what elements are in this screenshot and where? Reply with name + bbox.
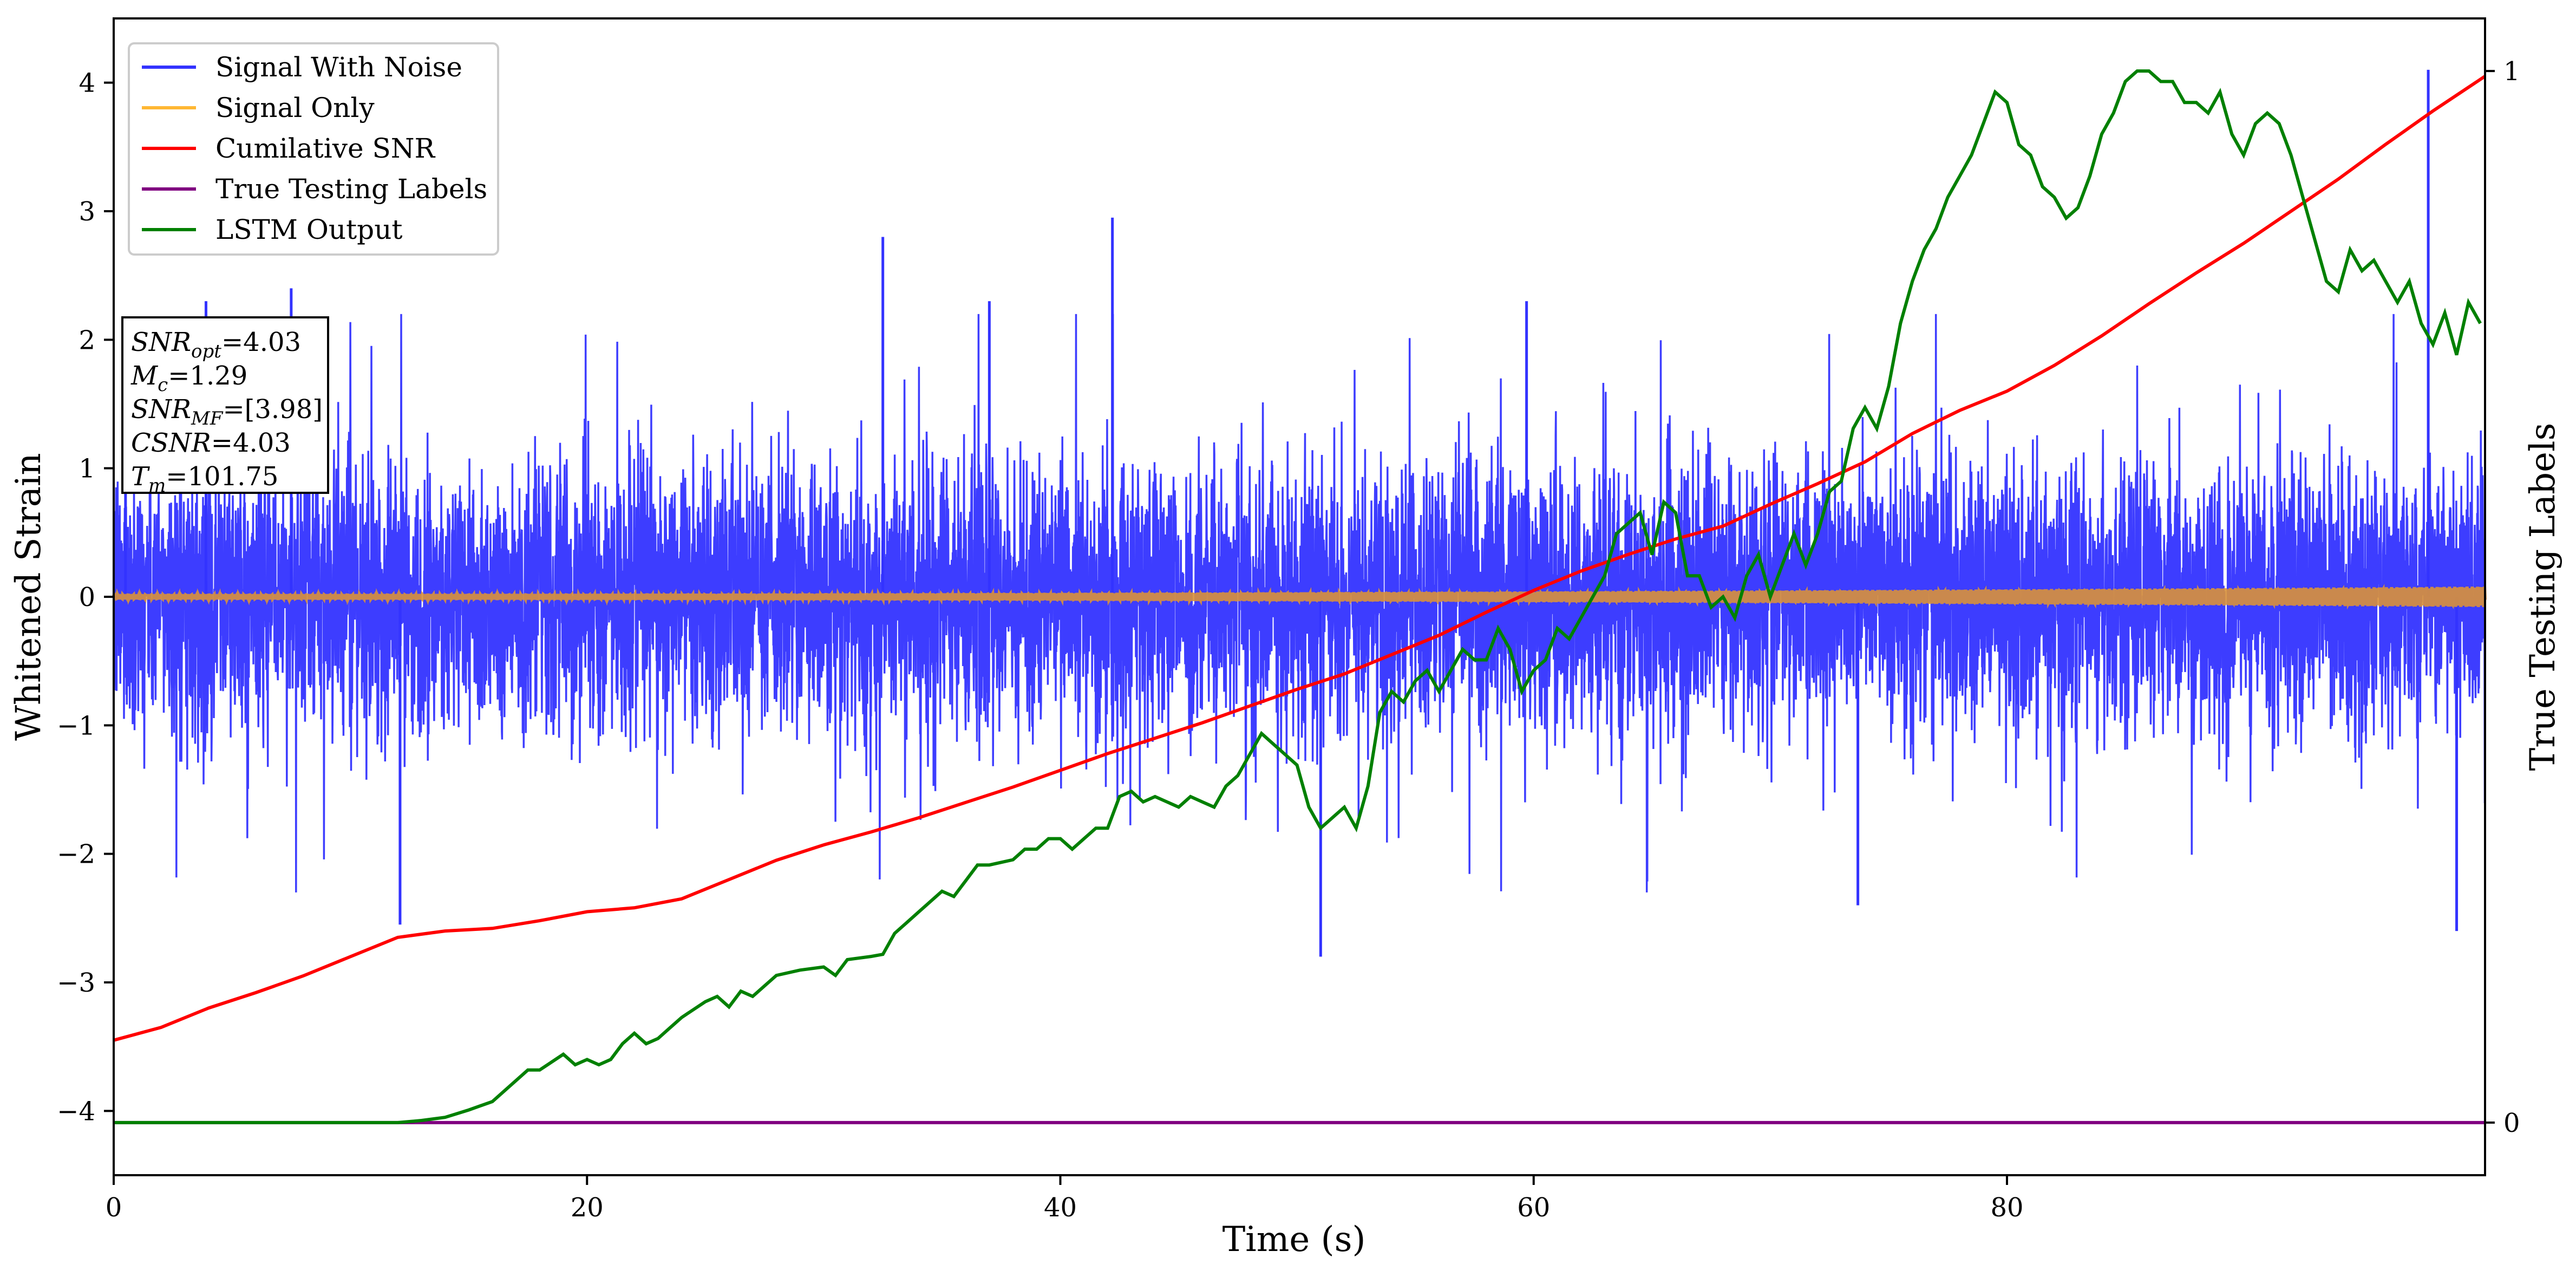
layer-signal-only [112,584,2487,610]
y-tick-label-5: 1 [79,454,95,484]
signal-only-line [112,584,2487,610]
legend-label-3: True Testing Labels [215,173,487,205]
legend-frame [128,42,499,256]
cumilative-snr-line [113,75,2486,1042]
layer-signal-with-noise [113,69,2486,957]
legend-label-1: Signal Only [215,92,375,123]
y-tick-label-7: 3 [79,197,95,227]
x-tick-label-1: 20 [571,1193,604,1223]
legend-label-0: Signal With Noise [215,51,462,83]
annotation-frame [121,316,329,494]
y-tick-label-2: −2 [57,839,95,870]
annotation-line-1: Mc=1.29 [130,361,247,396]
annotation-line-0: SNRopt=4.03 [131,327,301,362]
lstm-output-line [114,69,2482,1124]
x-tick-label-0: 0 [106,1193,122,1223]
legend: Signal With Noise Signal Only Cumilative S… [128,42,499,256]
annotation-lines: SNRopt=4.03Mc=1.29SNRMF=[3.98]CSNR=4.03T… [130,327,323,497]
legend-entries: Signal With Noise Signal Only Cumilative S… [142,51,487,245]
y-axis-label: Whitened Strain [9,453,49,740]
y-tick-label-6: 2 [79,325,95,355]
layer-cumilative-snr [113,75,2486,1042]
annotation-line-4: Tm=101.75 [131,461,278,497]
y-tick-label-1: −3 [57,968,95,998]
x-tick-label-2: 40 [1044,1193,1077,1223]
annotation-line-2: SNRMF=[3.98] [131,394,323,429]
y-tick-label-3: −1 [57,711,95,741]
layer-lstm-output [114,69,2482,1124]
y-tick-label-0: −4 [57,1096,95,1126]
annotation-line-3: CSNR=4.03 [131,428,291,458]
x-axis-label: Time (s) [1222,1220,1366,1260]
y2-tick-label-0: 0 [2503,1108,2520,1138]
legend-label-4: LSTM Output [215,214,402,245]
y-tick-label-4: 0 [79,582,95,613]
y2-tick-label-1: 1 [2503,56,2520,87]
x-tick-label-4: 80 [1990,1193,2023,1223]
annotation-box: SNRopt=4.03Mc=1.29SNRMF=[3.98]CSNR=4.03T… [121,316,329,497]
y-tick-label-8: 4 [79,68,95,99]
x-tick-label-3: 60 [1517,1193,1550,1223]
y2-axis-label: True Testing Labels [2523,423,2563,771]
legend-label-2: Cumilative SNR [215,133,435,164]
